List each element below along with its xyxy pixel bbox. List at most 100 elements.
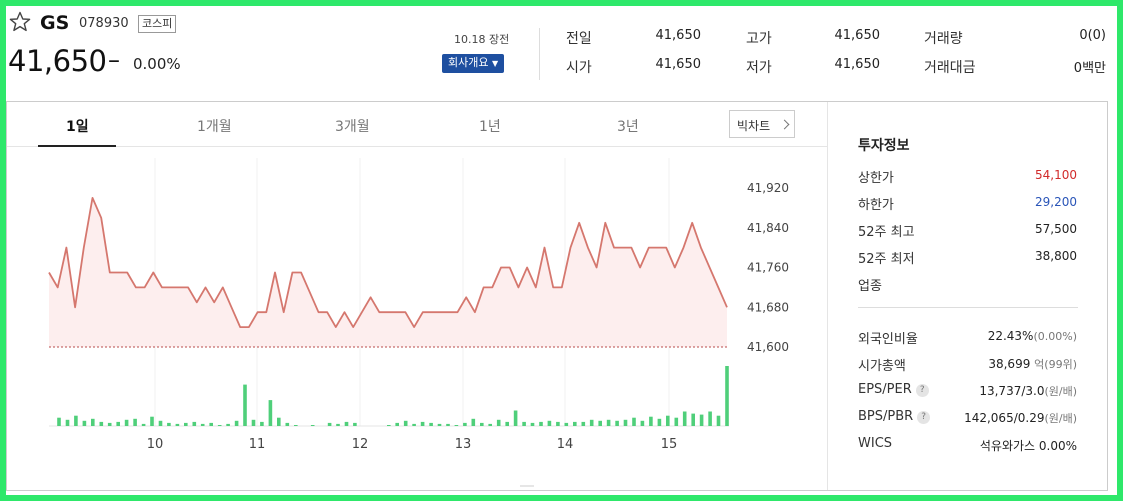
volume-bar	[310, 425, 315, 426]
volume-bar	[708, 411, 712, 426]
volume-bar	[353, 422, 357, 426]
y-tick-label: 41,600	[747, 340, 789, 354]
volume-bar	[505, 421, 509, 426]
volume-bar	[522, 421, 526, 426]
volume-bar	[564, 422, 569, 426]
x-tick-label: 13	[455, 437, 472, 448]
y-tick-label: 41,680	[747, 300, 789, 314]
upper-limit-value: 54,100	[1035, 168, 1077, 182]
tab-1year[interactable]: 1년	[479, 119, 501, 135]
volume-bar	[395, 422, 399, 426]
invest-divider	[858, 307, 1078, 308]
help-icon[interactable]: ?	[915, 384, 929, 397]
volume-bar	[268, 400, 273, 426]
company-overview-label: 회사개요	[448, 56, 489, 69]
volume-bar	[200, 423, 205, 426]
volume-bar	[716, 415, 721, 426]
volume-bar	[99, 421, 104, 426]
volume-bar	[623, 419, 628, 426]
stock-name: GS	[40, 12, 70, 34]
volume-bar	[446, 423, 450, 426]
tab-1month[interactable]: 1개월	[197, 119, 232, 135]
lower-limit-value: 29,200	[1035, 195, 1077, 209]
bps-pbr-label: BPS/PBR?	[858, 409, 931, 424]
price-line	[48, 197, 728, 328]
company-overview-button[interactable]: 회사개요 ▼	[442, 54, 505, 73]
foreign-ratio-value: 22.43%(0.00%)	[988, 329, 1077, 343]
eps-per: 13,737/3.0	[979, 384, 1045, 398]
volume-bar	[285, 422, 290, 426]
caret-down-icon: ▼	[491, 59, 499, 68]
market-badge: 코스피	[138, 15, 177, 33]
volume-bar	[192, 421, 197, 426]
volume-bar	[294, 425, 298, 426]
stock-code: 078930	[79, 16, 129, 31]
y-tick-label: 41,760	[747, 261, 789, 275]
volume-bar	[437, 423, 442, 426]
volume-bar	[640, 420, 645, 426]
volume-bar	[387, 425, 391, 426]
prev-close-value: 41,650	[655, 28, 702, 43]
price-change-rate: 0.00%	[133, 55, 181, 73]
high-label: 고가	[746, 31, 772, 47]
eps-per-text: EPS/PER	[858, 382, 912, 397]
low52-label: 52주 최저	[858, 252, 915, 267]
volume-bar	[82, 420, 87, 426]
eps-per-value: 13,737/3.0(원/배)	[979, 383, 1077, 399]
volume-bar	[429, 422, 433, 426]
volume-bar	[699, 414, 704, 426]
volume-bar	[277, 417, 281, 426]
scroll-hint-icon	[520, 485, 534, 487]
x-tick-label: 11	[249, 437, 266, 448]
volume-bar	[243, 384, 247, 426]
volume-bar	[606, 419, 611, 426]
volume-bar	[65, 419, 70, 426]
stock-header: GS 078930 코스피 41,650 – 0.00% 10.18 장전 회사…	[6, 6, 1117, 100]
market-cap-value: 38,699 억(99위)	[988, 356, 1077, 372]
invest-info-panel: 투자정보 상한가 54,100 하한가 29,200 52주 최고 57,500…	[827, 102, 1107, 490]
help-icon[interactable]: ?	[917, 411, 931, 424]
volume-bar	[124, 419, 129, 426]
tab-3year[interactable]: 3년	[617, 119, 639, 135]
x-tick-label: 12	[352, 437, 369, 448]
volume-bar	[107, 422, 112, 426]
volume-bar	[234, 420, 239, 426]
bps-pbr-unit: (원/배)	[1044, 412, 1077, 425]
volume-bar	[666, 415, 670, 426]
volume-bars	[57, 366, 729, 426]
low-label: 저가	[746, 60, 772, 76]
current-price: 41,650	[8, 44, 107, 78]
market-cap-label: 시가총액	[858, 359, 906, 374]
big-chart-button[interactable]: 빅차트	[729, 110, 795, 138]
favorite-star-icon[interactable]	[8, 10, 32, 34]
y-tick-label: 41,840	[747, 221, 789, 235]
wics-label: WICS	[858, 436, 893, 451]
upper-limit-label: 상한가	[858, 171, 894, 186]
tab-1day[interactable]: 1일	[66, 119, 89, 135]
tab-3month[interactable]: 3개월	[335, 119, 370, 135]
volume-bar	[57, 417, 61, 426]
volume-bar	[632, 417, 636, 426]
volume-bar	[175, 423, 180, 426]
open-value: 41,650	[655, 57, 702, 72]
market-cap-unit: 억	[1034, 358, 1045, 371]
volume-bar	[589, 419, 594, 426]
high52-value: 57,500	[1035, 222, 1077, 236]
volume-value: 0(0)	[1079, 28, 1106, 43]
volume-bar	[488, 423, 492, 426]
lower-limit-label: 하한가	[858, 198, 894, 213]
low52-value: 38,800	[1035, 249, 1077, 263]
foreign-ratio: 22.43%	[987, 329, 1034, 343]
volume-bar	[649, 416, 653, 426]
volume-bar	[539, 421, 543, 426]
volume-bar	[327, 422, 332, 426]
volume-bar	[91, 418, 95, 426]
y-tick-label: 41,920	[747, 181, 789, 195]
x-axis: 10 11 12 13 14 15	[147, 437, 678, 448]
volume-bar	[217, 425, 222, 426]
high52-label: 52주 최고	[858, 225, 915, 240]
volume-bar	[150, 416, 154, 426]
low-value: 41,650	[834, 57, 881, 72]
volume-bar	[116, 421, 120, 426]
foreign-ratio-change: (0.00%)	[1033, 330, 1077, 343]
